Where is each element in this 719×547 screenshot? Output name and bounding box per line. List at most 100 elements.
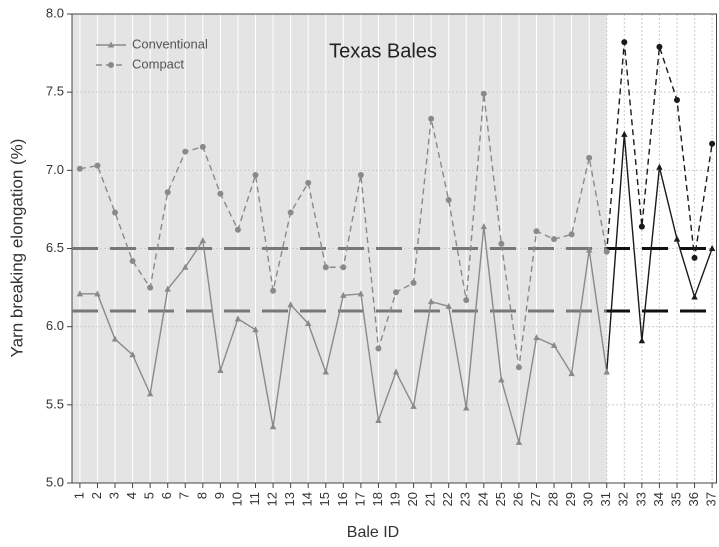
legend-marker <box>107 41 115 48</box>
x-tick-label: 4 <box>124 492 139 499</box>
x-tick-label: 32 <box>616 492 631 506</box>
x-tick-label: 31 <box>598 492 613 506</box>
x-tick-label: 14 <box>300 492 315 506</box>
x-tick-label: 17 <box>352 492 367 506</box>
x-tick-label: 6 <box>159 492 174 499</box>
x-axis-label: Bale ID <box>347 524 399 541</box>
marker <box>287 209 294 216</box>
marker <box>603 248 610 255</box>
y-axis-label: Yarn breaking elongation (%) <box>7 139 26 358</box>
marker <box>445 197 452 204</box>
x-tick-label: 9 <box>212 492 227 499</box>
marker <box>147 284 154 291</box>
marker <box>621 39 628 46</box>
marker <box>691 254 698 261</box>
y-tick-label: 7.5 <box>46 84 64 99</box>
marker <box>673 235 681 242</box>
marker <box>656 43 663 50</box>
marker <box>182 263 189 270</box>
marker <box>305 179 312 186</box>
marker <box>129 258 136 265</box>
marker <box>164 189 171 196</box>
marker <box>638 337 646 344</box>
marker <box>199 143 206 150</box>
marker <box>146 390 154 397</box>
x-tick-label: 21 <box>423 492 438 506</box>
legend-marker <box>108 62 114 68</box>
marker <box>164 285 171 292</box>
x-tick-label: 12 <box>265 492 280 506</box>
legend-label: Conventional <box>132 36 208 51</box>
x-tick-label: 22 <box>440 492 455 506</box>
marker <box>357 290 365 297</box>
x-tick-label: 13 <box>282 492 297 506</box>
marker <box>322 368 329 375</box>
x-tick-label: 26 <box>510 492 525 506</box>
marker <box>94 290 101 297</box>
y-tick-label: 6.0 <box>46 318 64 333</box>
x-tick-label: 34 <box>651 492 666 506</box>
y-tick-label: 7.0 <box>46 162 64 177</box>
marker <box>76 290 84 297</box>
x-tick-label: 30 <box>581 492 596 506</box>
marker <box>76 165 83 172</box>
x-tick-label: 33 <box>633 492 648 506</box>
y-tick-label: 5.0 <box>46 474 64 489</box>
x-tick-label: 25 <box>493 492 508 506</box>
marker <box>304 320 312 327</box>
x-tick-label: 7 <box>177 492 192 499</box>
marker <box>480 223 488 230</box>
marker <box>129 351 136 358</box>
marker <box>621 130 628 137</box>
marker <box>673 96 680 103</box>
marker <box>586 154 593 161</box>
marker <box>533 228 540 235</box>
marker <box>498 376 505 383</box>
marker <box>94 162 101 169</box>
x-tick-label: 35 <box>668 492 683 506</box>
marker <box>428 115 435 122</box>
marker <box>515 438 523 445</box>
chart-title: Texas Bales <box>329 40 437 62</box>
marker <box>269 423 277 430</box>
x-tick-label: 5 <box>142 492 157 499</box>
marker <box>112 209 119 216</box>
marker <box>603 368 610 375</box>
marker <box>199 237 207 244</box>
x-tick-label: 20 <box>405 492 420 506</box>
x-tick-label: 1 <box>71 492 86 499</box>
marker <box>533 334 540 341</box>
x-tick-label: 18 <box>370 492 385 506</box>
marker <box>111 335 119 342</box>
marker <box>340 264 347 271</box>
x-tick-label: 8 <box>194 492 209 499</box>
x-tick-label: 24 <box>475 492 490 506</box>
x-tick-label: 28 <box>545 492 560 506</box>
x-tick-label: 10 <box>229 492 244 506</box>
marker <box>551 236 558 243</box>
marker <box>287 301 294 308</box>
marker <box>252 172 259 179</box>
marker <box>410 279 417 286</box>
marker <box>656 163 663 170</box>
y-tick-label: 6.5 <box>46 240 64 255</box>
marker <box>463 297 470 304</box>
x-tick-label: 19 <box>387 492 402 506</box>
marker <box>463 404 470 411</box>
marker <box>270 287 277 294</box>
x-tick-label: 27 <box>528 492 543 506</box>
x-tick-label: 16 <box>335 492 350 506</box>
marker <box>340 291 347 298</box>
x-tick-label: 2 <box>89 492 104 499</box>
marker <box>322 264 329 271</box>
marker <box>568 231 575 238</box>
marker <box>393 289 400 296</box>
marker <box>708 245 716 251</box>
marker <box>585 246 593 253</box>
marker <box>392 368 400 375</box>
y-tick-label: 8.0 <box>46 5 64 20</box>
x-tick-label: 15 <box>317 492 332 506</box>
x-tick-label: 3 <box>106 492 121 499</box>
marker <box>515 364 522 371</box>
